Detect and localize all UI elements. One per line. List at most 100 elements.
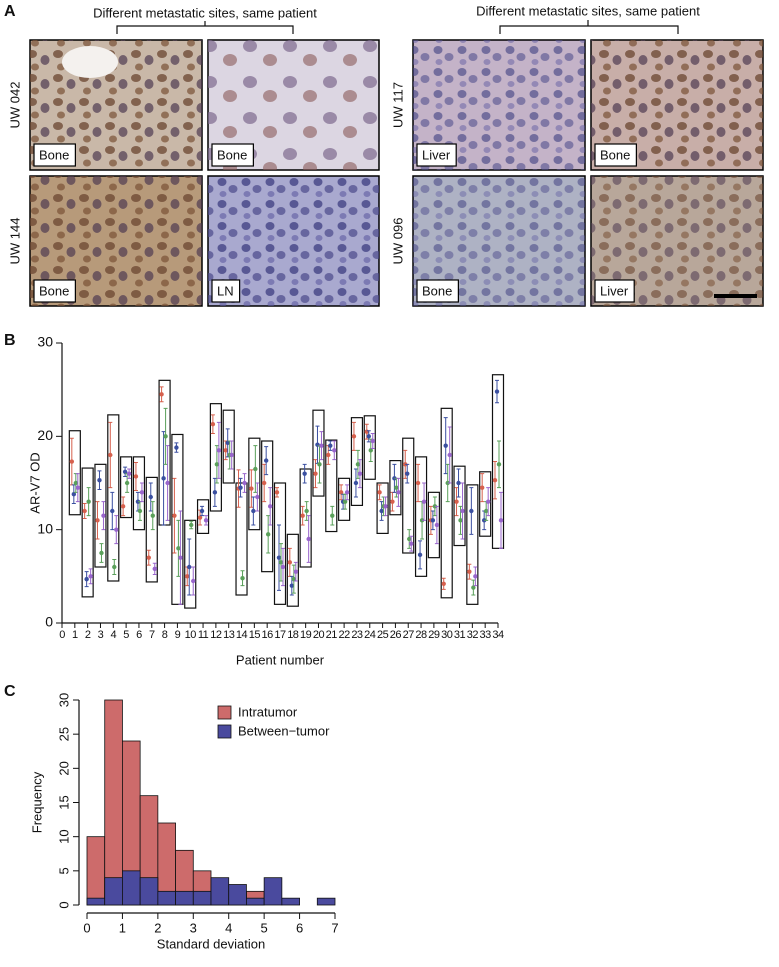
x-tick-label: 19 — [300, 629, 312, 641]
site-label-box — [416, 279, 459, 303]
y-tick-label: 10 — [56, 829, 71, 843]
patient-label: UW 042 — [7, 82, 22, 129]
y-tick-label: 15 — [56, 795, 71, 809]
micrograph-space — [62, 46, 118, 78]
x-tick-label: 28 — [415, 629, 427, 641]
site-label: Bone — [217, 147, 247, 162]
range-box — [376, 482, 389, 535]
point — [251, 508, 256, 514]
histogram-bar — [86, 897, 106, 906]
point — [189, 522, 194, 528]
histogram-bar — [139, 877, 159, 906]
range-box — [350, 417, 364, 506]
range-box — [120, 456, 133, 519]
site-label-box — [211, 279, 241, 303]
site-label: Liver — [422, 147, 451, 162]
y-tick-label: 20 — [56, 761, 71, 775]
point — [197, 515, 203, 520]
x-tick-label: 10 — [185, 629, 197, 641]
point — [430, 518, 436, 523]
point — [434, 522, 440, 528]
point — [421, 499, 427, 504]
point — [289, 583, 295, 588]
point — [328, 443, 333, 448]
x-tick-label: 33 — [480, 629, 492, 641]
range-box — [184, 519, 197, 609]
x-tick-label: 22 — [338, 629, 350, 641]
histogram-bar — [104, 877, 123, 906]
range-box — [286, 533, 299, 607]
point — [199, 508, 205, 514]
x-tick-label: 16 — [262, 629, 274, 641]
x-tick-label: 0 — [83, 920, 90, 935]
x-tick-label: 25 — [377, 629, 389, 641]
site-label: Bone — [422, 283, 452, 298]
y-axis-label: Frequency — [29, 771, 44, 833]
point — [379, 508, 384, 514]
x-tick-label: 17 — [274, 629, 286, 641]
point — [326, 452, 331, 458]
point — [300, 513, 305, 518]
x-tick-label: 5 — [261, 920, 268, 935]
range-box — [145, 476, 158, 583]
range-box — [171, 433, 184, 605]
point — [240, 576, 245, 581]
point — [460, 508, 465, 514]
site-label: Bone — [600, 147, 630, 162]
point — [261, 480, 267, 486]
range-box — [491, 374, 505, 549]
range-box — [68, 430, 81, 516]
point — [383, 504, 388, 509]
point — [432, 504, 438, 509]
point — [407, 536, 412, 542]
x-tick-label: 1 — [72, 629, 78, 641]
histogram-bar — [86, 836, 106, 906]
point — [357, 471, 363, 476]
point — [355, 462, 361, 467]
point — [165, 480, 170, 486]
legend-swatch — [217, 705, 232, 720]
site-label: LN — [217, 283, 234, 298]
point — [342, 499, 348, 504]
point — [353, 480, 359, 486]
site-labels: Bone Bone Bone LN Liver Bone Bone Liver — [33, 143, 637, 303]
site-label: Bone — [39, 283, 69, 298]
x-tick-label: 5 — [123, 629, 129, 641]
x-tick-label: 7 — [149, 629, 155, 641]
x-axis-label: Patient number — [236, 652, 325, 667]
point — [471, 585, 476, 590]
x-tick-label: 2 — [154, 920, 161, 935]
legend-label: Intratumor — [238, 704, 298, 719]
point — [122, 469, 128, 474]
legend-label: Between−tumor — [238, 723, 330, 738]
point — [203, 518, 209, 523]
point — [137, 508, 143, 514]
patient-label: UW 144 — [7, 218, 22, 265]
point — [274, 490, 280, 495]
point — [133, 474, 139, 479]
point — [253, 466, 258, 472]
point — [332, 448, 337, 453]
site-label-box — [594, 279, 635, 303]
point — [467, 569, 472, 574]
range-box — [414, 456, 428, 577]
point — [293, 569, 299, 574]
histogram-bar — [104, 699, 123, 906]
point — [396, 490, 401, 495]
x-tick-label: 23 — [351, 629, 363, 641]
x-tick-label: 3 — [190, 920, 197, 935]
point — [415, 480, 421, 486]
point — [163, 434, 168, 439]
point — [249, 486, 254, 491]
point — [174, 445, 179, 450]
x-tick-label: 21 — [326, 629, 338, 641]
point — [229, 452, 234, 458]
point — [473, 574, 478, 579]
range-box — [389, 460, 402, 516]
point — [238, 485, 243, 490]
range-box — [235, 482, 248, 596]
x-tick-label: 24 — [364, 629, 376, 641]
x-tick-label: 4 — [225, 920, 232, 935]
point — [485, 499, 491, 504]
panel-label: B — [4, 332, 16, 349]
